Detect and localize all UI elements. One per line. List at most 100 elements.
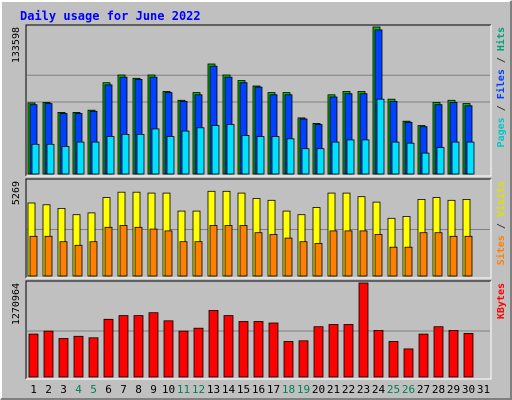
bar-pages-5	[91, 141, 100, 175]
bar-pages-23	[361, 139, 370, 175]
legend-separator: /	[496, 217, 507, 235]
legend-separator: /	[496, 51, 507, 69]
panel-border-light	[26, 179, 492, 279]
bar-kbytes-30	[463, 332, 474, 378]
bar-sites-2	[44, 235, 53, 277]
legend-middle: Sites / Visits	[495, 181, 507, 265]
bar-kbytes-25	[388, 341, 399, 378]
bar-sites-23	[359, 230, 368, 277]
bar-pages-17	[271, 136, 280, 175]
x-tick-label: 22	[342, 383, 355, 396]
panel-middle: 5269 Sites / Visits	[11, 178, 507, 279]
x-tick-label: 30	[462, 383, 475, 396]
x-axis-labels: 1 2 3 4 5 6 7 8 9 10 11 12 13 14 15 16 17 18 19 20 21 22 23 24 2…	[30, 383, 490, 396]
x-tick-label: 27	[417, 383, 430, 396]
legend-entry: Hits	[495, 27, 507, 51]
x-tick-label: 2	[45, 383, 52, 396]
bar-sites-10	[164, 230, 173, 277]
bar-pages-18	[286, 138, 295, 175]
bar-pages-13	[211, 125, 220, 175]
bar-sites-26	[404, 246, 413, 277]
bar-sites-15	[239, 225, 248, 277]
legend-entry: Visits	[495, 181, 507, 217]
bar-kbytes-2	[43, 330, 54, 378]
bar-kbytes-29	[448, 329, 459, 378]
bar-sites-24	[374, 234, 383, 277]
bar-pages-8	[136, 133, 145, 175]
x-tick-label: 17	[267, 383, 280, 396]
bar-sites-18	[284, 237, 293, 277]
bar-sites-11	[179, 241, 188, 277]
bar-pages-29	[451, 141, 460, 175]
x-tick-label: 9	[150, 383, 157, 396]
bar-sites-27	[419, 232, 428, 277]
x-tick-label: 26	[402, 383, 415, 396]
bar-sites-3	[59, 241, 68, 277]
x-tick-label: 25	[387, 383, 400, 396]
x-tick-label: 11	[177, 383, 190, 396]
bar-pages-25	[391, 141, 400, 175]
legend-entry: Files	[495, 69, 507, 99]
bar-pages-3	[61, 146, 70, 175]
bar-pages-11	[181, 130, 190, 175]
x-tick-label: 21	[327, 383, 340, 396]
x-tick-label: 6	[105, 383, 112, 396]
bar-kbytes-9	[148, 312, 159, 378]
bar-kbytes-24	[373, 329, 384, 378]
bar-sites-25	[389, 246, 398, 277]
legend-entry: Sites	[495, 235, 507, 265]
bar-pages-22	[346, 139, 355, 175]
legend-entry: KBytes	[496, 283, 507, 319]
bar-kbytes-20	[313, 326, 324, 378]
chart-panels: 133598 Pages / Files / Hits 5269 Sites / Vi…	[11, 24, 507, 380]
bar-kbytes-15	[238, 321, 249, 378]
bar-sites-13	[209, 225, 218, 277]
bar-pages-15	[241, 135, 250, 175]
x-tick-label: 14	[222, 383, 236, 396]
panel-top: 133598 Pages / Files / Hits	[11, 24, 507, 177]
x-tick-label: 15	[237, 383, 250, 396]
bar-kbytes-8	[133, 315, 144, 378]
bar-pages-12	[196, 127, 205, 175]
bar-pages-2	[46, 143, 55, 175]
bar-kbytes-10	[163, 320, 174, 378]
x-tick-label: 24	[372, 383, 386, 396]
bar-kbytes-1	[28, 333, 39, 378]
bar-sites-8	[134, 226, 143, 277]
bar-kbytes-22	[343, 324, 354, 378]
bar-kbytes-21	[328, 324, 339, 378]
bar-kbytes-27	[418, 333, 429, 378]
panel-border-dark	[25, 24, 491, 176]
x-tick-label: 18	[282, 383, 295, 396]
bar-kbytes-17	[268, 322, 279, 378]
bar-kbytes-13	[208, 309, 219, 378]
bar-pages-20	[316, 148, 325, 175]
bar-sites-28	[434, 232, 443, 277]
x-tick-label: 28	[432, 383, 445, 396]
x-tick-label: 29	[447, 383, 460, 396]
y-max-label: 5269	[11, 181, 22, 205]
x-tick-label: 5	[90, 383, 97, 396]
x-tick-label: 31	[477, 383, 490, 396]
bar-kbytes-12	[193, 327, 204, 378]
bar-sites-30	[464, 235, 473, 277]
bar-pages-10	[166, 136, 175, 175]
bar-pages-7	[121, 133, 130, 175]
bar-kbytes-3	[58, 338, 69, 378]
x-tick-label: 10	[162, 383, 175, 396]
bar-sites-7	[119, 225, 128, 277]
legend-separator: /	[496, 99, 507, 117]
bar-sites-1	[29, 235, 38, 277]
y-max-label: 1270964	[11, 283, 22, 325]
bar-pages-28	[436, 147, 445, 175]
bar-kbytes-14	[223, 315, 234, 378]
bar-sites-14	[224, 225, 233, 277]
bar-sites-16	[254, 232, 263, 277]
bar-sites-17	[269, 234, 278, 277]
bar-sites-21	[329, 230, 338, 277]
bar-pages-26	[406, 142, 415, 175]
bar-sites-22	[344, 230, 353, 277]
